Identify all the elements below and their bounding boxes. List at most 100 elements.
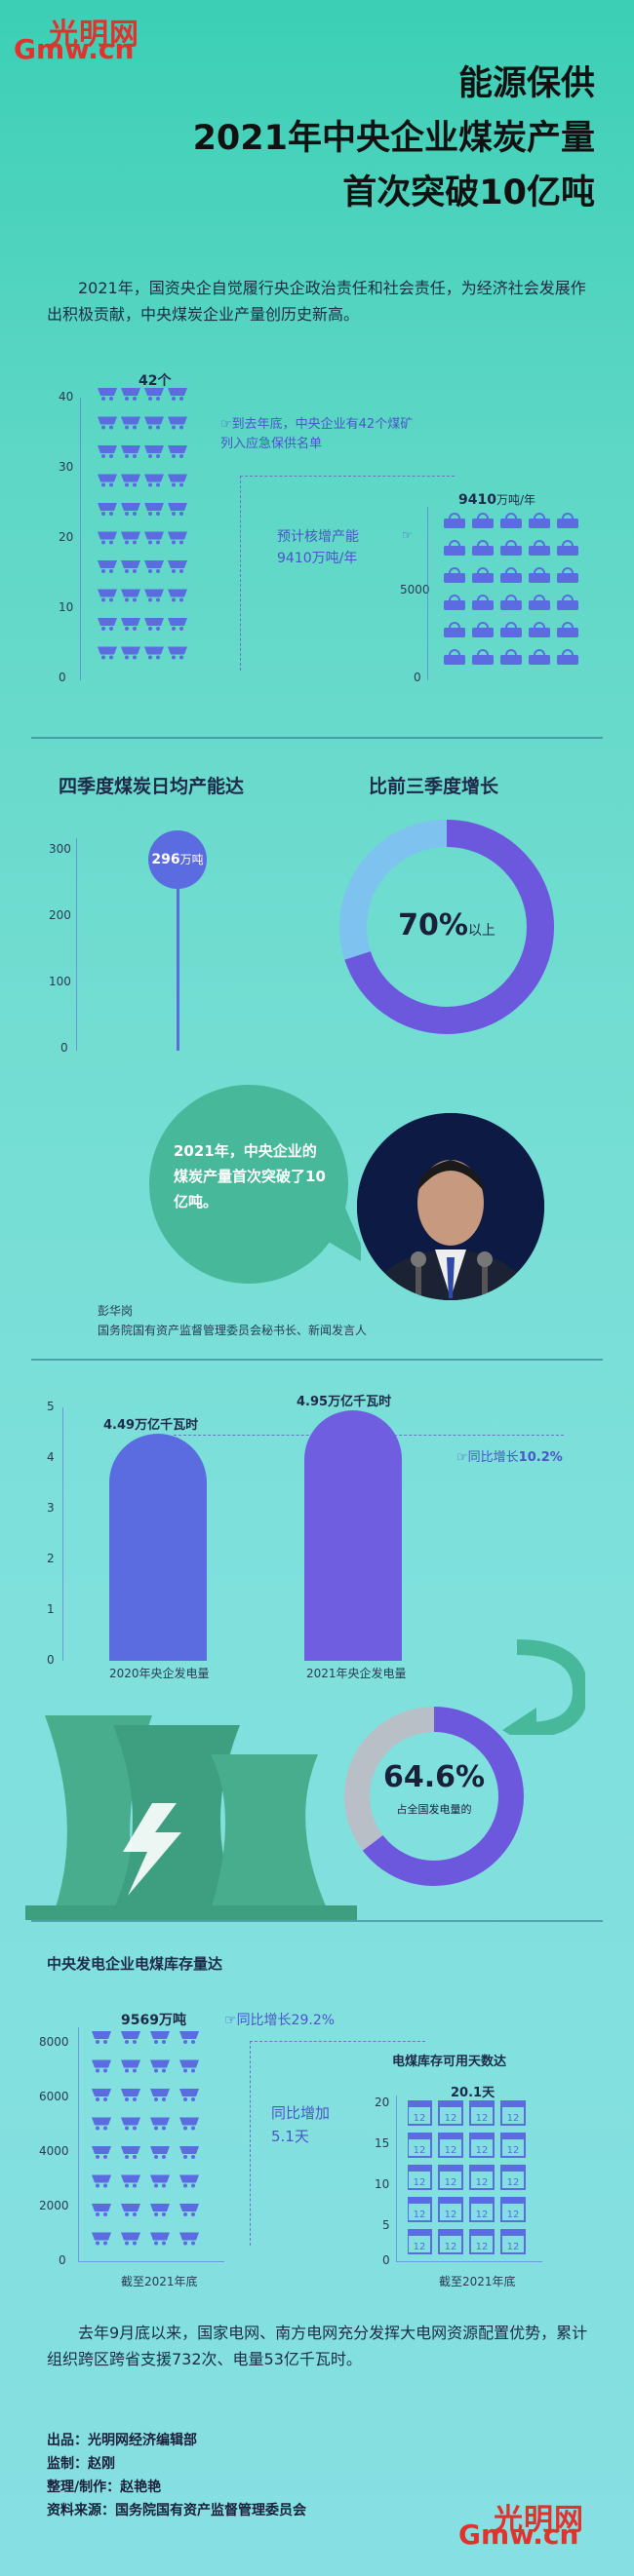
mine-cart-icon [168, 618, 187, 631]
growth-note: ☞同比增长10.2% [456, 1450, 563, 1465]
mine-cart-icon [121, 2117, 140, 2131]
bar-value-label: 4.49万亿千瓦时 [103, 1417, 199, 1433]
calendar-icon: 12 [469, 2197, 495, 2222]
tick: 10 [375, 2177, 390, 2191]
tick: 8000 [39, 2035, 69, 2049]
hand-pointer-icon: ☞ [402, 528, 413, 542]
calendar-icon: 12 [469, 2165, 495, 2190]
intro-paragraph: 2021年，国资央企自觉履行央企政治责任和社会责任，为经济社会发展作出积极贡献，… [47, 279, 586, 324]
axis-line [62, 1407, 63, 1661]
mine-cart-icon [92, 2117, 111, 2131]
divider [31, 1920, 603, 1922]
mine-cart-icon [168, 503, 187, 516]
mine-cart-icon [144, 618, 164, 631]
outro-paragraph: 去年9月底以来，国家电网、南方电网充分发挥大电网资源配置优势，累计组织跨区跨省支… [47, 2324, 588, 2368]
tick: 2 [47, 1552, 55, 1565]
mine-cart-icon [144, 388, 164, 401]
cart-grid-inventory [92, 2031, 199, 2246]
tick: 5 [382, 2218, 390, 2232]
svg-text:12: 12 [507, 2242, 520, 2252]
daily-capacity-chart: 300 200 100 0 296万吨 [49, 819, 244, 1055]
mine-cart-icon [121, 445, 140, 458]
mine-cart-icon [179, 2059, 199, 2073]
excavator-icon [557, 595, 578, 610]
tick: 40 [59, 390, 74, 404]
tick: 0 [47, 1653, 55, 1667]
mine-cart-icon [121, 2146, 140, 2159]
svg-text:12: 12 [507, 2113, 520, 2124]
credit-line: 整理/制作：赵艳艳 [47, 2480, 162, 2495]
bar-category-label: 2021年央企发电量 [306, 1667, 407, 1680]
tick: 300 [49, 842, 71, 856]
bar-value-label: 4.95万亿千瓦时 [297, 1394, 392, 1409]
share-value: 64.6% [382, 1760, 486, 1794]
generation-bar-chart: 5 4 3 2 1 0 4.49万亿千瓦时 4.95万亿千瓦时 2020年央企发… [47, 1394, 593, 1680]
tick: 0 [59, 671, 66, 684]
svg-text:12: 12 [445, 2210, 457, 2220]
mine-cart-icon [98, 416, 117, 430]
calendar-icon: 12 [500, 2197, 526, 2222]
excavator-icon [500, 513, 522, 528]
calendar-icon: 12 [438, 2229, 463, 2254]
axis-line [396, 2261, 542, 2262]
calendar-icon: 12 [500, 2229, 526, 2254]
excavator-icon [472, 649, 494, 665]
excavator-icon [472, 540, 494, 556]
section-coal-mines: 40 30 20 10 0 42个 ☞到去年底，中央企业有42个煤矿列入应急保供… [59, 370, 605, 692]
lollipop-stem [177, 858, 179, 1051]
mine-cart-icon [121, 503, 140, 516]
calendar-icon: 12 [438, 2133, 463, 2158]
cooling-tower-illustration [25, 1715, 357, 1920]
mine-cart-icon [121, 388, 140, 401]
donut-arc [344, 1707, 524, 1886]
tick: 2000 [39, 2199, 69, 2212]
svg-text:12: 12 [476, 2113, 489, 2124]
svg-text:12: 12 [507, 2177, 520, 2188]
tick: 200 [49, 908, 71, 922]
excavator-icon [529, 567, 550, 583]
speaker-photo [357, 1113, 544, 1300]
calendar-icon: 12 [438, 2100, 463, 2126]
inventory-growth: ☞同比增长29.2% [224, 2013, 336, 2028]
share-label: 占全国发电量的 [396, 1803, 472, 1816]
mine-count-label: 42个 [139, 373, 172, 389]
capacity-note: 预计核增产能 9410万吨/年 [277, 529, 359, 566]
daily-capacity-title: 四季度煤炭日均产能达 [59, 776, 245, 797]
mine-cart-icon [98, 560, 117, 573]
tick: 0 [382, 2253, 390, 2267]
inventory-value: 9569万吨 [121, 2013, 186, 2028]
svg-text:12: 12 [507, 2210, 520, 2220]
excavator-grid [444, 513, 578, 665]
mine-cart-icon [168, 646, 187, 660]
mine-cart-icon [98, 445, 117, 458]
calendar-icon: 12 [469, 2100, 495, 2126]
growth-title: 比前三季度增长 [369, 776, 499, 797]
mine-cart-icon [150, 2117, 170, 2131]
lightning-icon [123, 1803, 181, 1896]
excavator-icon [444, 595, 465, 610]
svg-text:12: 12 [414, 2210, 426, 2220]
mine-cart-icon [92, 2146, 111, 2159]
mine-cart-icon [98, 388, 117, 401]
excavator-icon [500, 649, 522, 665]
x-label: 截至2021年底 [121, 2275, 198, 2288]
mine-cart-icon [92, 2089, 111, 2101]
share-donut [344, 1707, 524, 1886]
hand-pointer-icon: ☞ [220, 417, 232, 432]
mine-cart-icon [121, 560, 140, 573]
svg-text:12: 12 [507, 2145, 520, 2156]
speaker-name: 彭华岗 [98, 1304, 134, 1318]
calendar-icon: 12 [408, 2133, 432, 2158]
excavator-icon [500, 540, 522, 556]
credit-line: 监制：赵刚 [47, 2456, 115, 2472]
svg-text:12: 12 [476, 2177, 489, 2188]
svg-text:12: 12 [445, 2145, 457, 2156]
mine-cart-icon [150, 2089, 170, 2101]
calendar-icon: 12 [500, 2133, 526, 2158]
mine-cart-icon [150, 2059, 170, 2073]
tick: 0 [59, 2253, 66, 2267]
lollipop-value: 296万吨 [148, 830, 207, 889]
mine-cart-icon [144, 646, 164, 660]
credit-line: 出品：光明网经济编辑部 [47, 2433, 197, 2448]
mine-cart-icon [98, 589, 117, 602]
